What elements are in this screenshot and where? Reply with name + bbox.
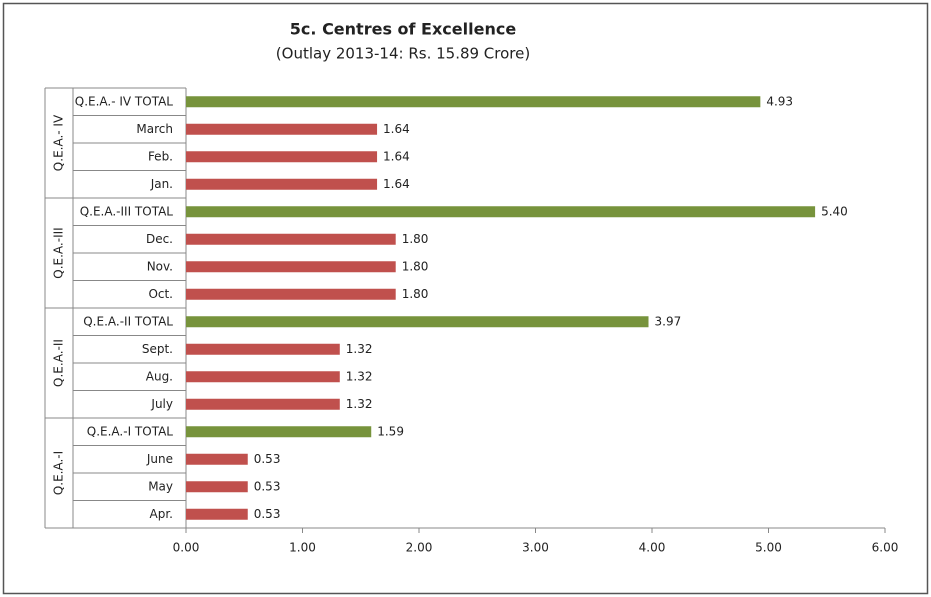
value-label: 1.64 — [383, 149, 410, 163]
y-tick-label: Sept. — [142, 342, 173, 356]
y-tick-label: Jan. — [150, 177, 173, 191]
group-label: Q.E.A.- IV — [52, 114, 66, 171]
value-label: 1.32 — [346, 369, 373, 383]
bar — [186, 481, 248, 493]
bar — [186, 288, 396, 300]
value-label: 1.64 — [383, 122, 410, 136]
y-tick-label: Aug. — [146, 369, 173, 383]
bar — [186, 508, 248, 520]
y-tick-label: Oct. — [148, 287, 173, 301]
chart-title: 5c. Centres of Excellence — [290, 20, 517, 39]
value-label: 0.53 — [254, 507, 281, 521]
value-label: 1.59 — [377, 424, 404, 438]
bar — [186, 178, 378, 190]
x-tick-label: 5.00 — [755, 541, 782, 555]
x-tick-label: 6.00 — [872, 541, 899, 555]
bar — [186, 261, 396, 273]
x-tick-label: 0.00 — [173, 541, 200, 555]
bar — [186, 371, 340, 383]
bar — [186, 343, 340, 355]
x-tick-label: 4.00 — [639, 541, 666, 555]
value-label: 1.80 — [402, 287, 429, 301]
value-label: 1.80 — [402, 232, 429, 246]
y-tick-label: May — [148, 479, 173, 493]
value-label: 1.64 — [383, 177, 410, 191]
bar — [186, 206, 816, 218]
bar — [186, 398, 340, 410]
y-tick-label: Feb. — [148, 149, 173, 163]
bar — [186, 123, 378, 135]
y-tick-label: Nov. — [147, 259, 173, 273]
value-label: 1.32 — [346, 342, 373, 356]
bar — [186, 233, 396, 245]
value-label: 0.53 — [254, 479, 281, 493]
value-label: 3.97 — [655, 314, 682, 328]
y-tick-label: Apr. — [150, 507, 173, 521]
value-label: 0.53 — [254, 452, 281, 466]
group-label: Q.E.A.-I — [52, 451, 66, 495]
y-tick-label: June — [146, 452, 173, 466]
chart-subtitle: (Outlay 2013-14: Rs. 15.89 Crore) — [276, 45, 530, 63]
bar — [186, 96, 761, 108]
bar — [186, 453, 248, 465]
x-tick-label: 3.00 — [522, 541, 549, 555]
y-tick-label: Dec. — [146, 232, 173, 246]
y-tick-label: Q.E.A.-III TOTAL — [80, 204, 174, 218]
y-tick-label: Q.E.A.- IV TOTAL — [75, 94, 174, 108]
value-label: 1.32 — [346, 397, 373, 411]
y-tick-label: Q.E.A.-I TOTAL — [87, 424, 174, 438]
value-label: 5.40 — [821, 204, 848, 218]
bar — [186, 151, 378, 163]
bar — [186, 316, 649, 328]
group-label: Q.E.A.-II — [52, 339, 66, 387]
x-tick-label: 2.00 — [406, 541, 433, 555]
x-tick-label: 1.00 — [289, 541, 316, 555]
value-label: 1.80 — [402, 259, 429, 273]
y-tick-label: March — [136, 122, 173, 136]
bar — [186, 426, 372, 438]
y-tick-label: July — [150, 397, 173, 411]
value-label: 4.93 — [766, 94, 793, 108]
group-label: Q.E.A.-III — [52, 227, 66, 278]
y-tick-label: Q.E.A.-II TOTAL — [83, 314, 173, 328]
